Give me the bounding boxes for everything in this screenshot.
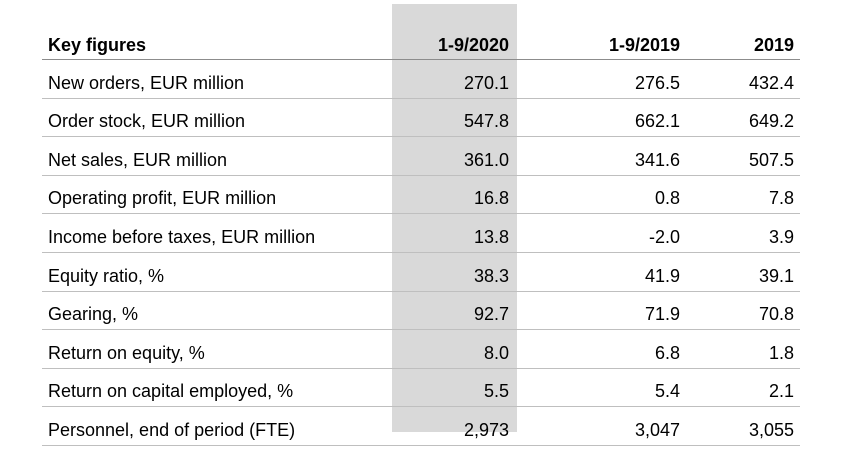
table-row: Return on equity, % 8.0 6.8 1.8 <box>42 329 800 369</box>
value-1-9-2020: 38.3 <box>392 252 517 292</box>
value-1-9-2020: 5.5 <box>392 368 517 408</box>
row-label: Return on equity, % <box>42 329 392 369</box>
key-figures-table: Key figures 1-9/2020 1-9/2019 2019 New o… <box>42 4 800 446</box>
row-label: Return on capital employed, % <box>42 368 392 408</box>
value-1-9-2020: 270.1 <box>392 59 517 99</box>
value-1-9-2020: 547.8 <box>392 98 517 138</box>
table-row: Net sales, EUR million 361.0 341.6 507.5 <box>42 136 800 176</box>
value-2019: 1.8 <box>688 329 800 369</box>
value-1-9-2020: 8.0 <box>392 329 517 369</box>
row-label: Order stock, EUR million <box>42 98 392 138</box>
value-1-9-2019: 276.5 <box>517 59 688 99</box>
row-label: Equity ratio, % <box>42 252 392 292</box>
value-1-9-2019: 662.1 <box>517 98 688 138</box>
value-1-9-2019: 0.8 <box>517 175 688 215</box>
header-2019: 2019 <box>688 4 800 60</box>
value-1-9-2019: 71.9 <box>517 291 688 331</box>
row-label: Net sales, EUR million <box>42 136 392 176</box>
value-1-9-2019: 341.6 <box>517 136 688 176</box>
value-1-9-2020: 13.8 <box>392 213 517 253</box>
table-row: Equity ratio, % 38.3 41.9 39.1 <box>42 252 800 292</box>
row-label: Income before taxes, EUR million <box>42 213 392 253</box>
row-label: Gearing, % <box>42 291 392 331</box>
row-label: Operating profit, EUR million <box>42 175 392 215</box>
table-row: New orders, EUR million 270.1 276.5 432.4 <box>42 59 800 99</box>
value-2019: 649.2 <box>688 98 800 138</box>
table-row: Operating profit, EUR million 16.8 0.8 7.8 <box>42 175 800 215</box>
value-2019: 70.8 <box>688 291 800 331</box>
table-row: Gearing, % 92.7 71.9 70.8 <box>42 291 800 331</box>
table-row: Personnel, end of period (FTE) 2,973 3,047… <box>42 406 800 446</box>
value-2019: 7.8 <box>688 175 800 215</box>
value-1-9-2019: 5.4 <box>517 368 688 408</box>
value-2019: 39.1 <box>688 252 800 292</box>
row-label: Personnel, end of period (FTE) <box>42 406 392 446</box>
header-1-9-2019: 1-9/2019 <box>517 4 688 60</box>
value-2019: 2.1 <box>688 368 800 408</box>
value-1-9-2020: 361.0 <box>392 136 517 176</box>
header-1-9-2020: 1-9/2020 <box>392 4 517 60</box>
value-1-9-2019: 6.8 <box>517 329 688 369</box>
value-1-9-2019: 41.9 <box>517 252 688 292</box>
header-row: Key figures 1-9/2020 1-9/2019 2019 <box>42 4 800 60</box>
header-key-figures: Key figures <box>42 4 392 60</box>
table-row: Return on capital employed, % 5.5 5.4 2.1 <box>42 368 800 408</box>
value-2019: 3,055 <box>688 406 800 446</box>
table-row: Income before taxes, EUR million 13.8 -2.0… <box>42 213 800 253</box>
table-row: Order stock, EUR million 547.8 662.1 649.2 <box>42 98 800 138</box>
value-2019: 432.4 <box>688 59 800 99</box>
value-2019: 507.5 <box>688 136 800 176</box>
value-1-9-2020: 92.7 <box>392 291 517 331</box>
value-1-9-2020: 2,973 <box>392 406 517 446</box>
value-1-9-2019: -2.0 <box>517 213 688 253</box>
value-1-9-2019: 3,047 <box>517 406 688 446</box>
value-2019: 3.9 <box>688 213 800 253</box>
value-1-9-2020: 16.8 <box>392 175 517 215</box>
row-label: New orders, EUR million <box>42 59 392 99</box>
